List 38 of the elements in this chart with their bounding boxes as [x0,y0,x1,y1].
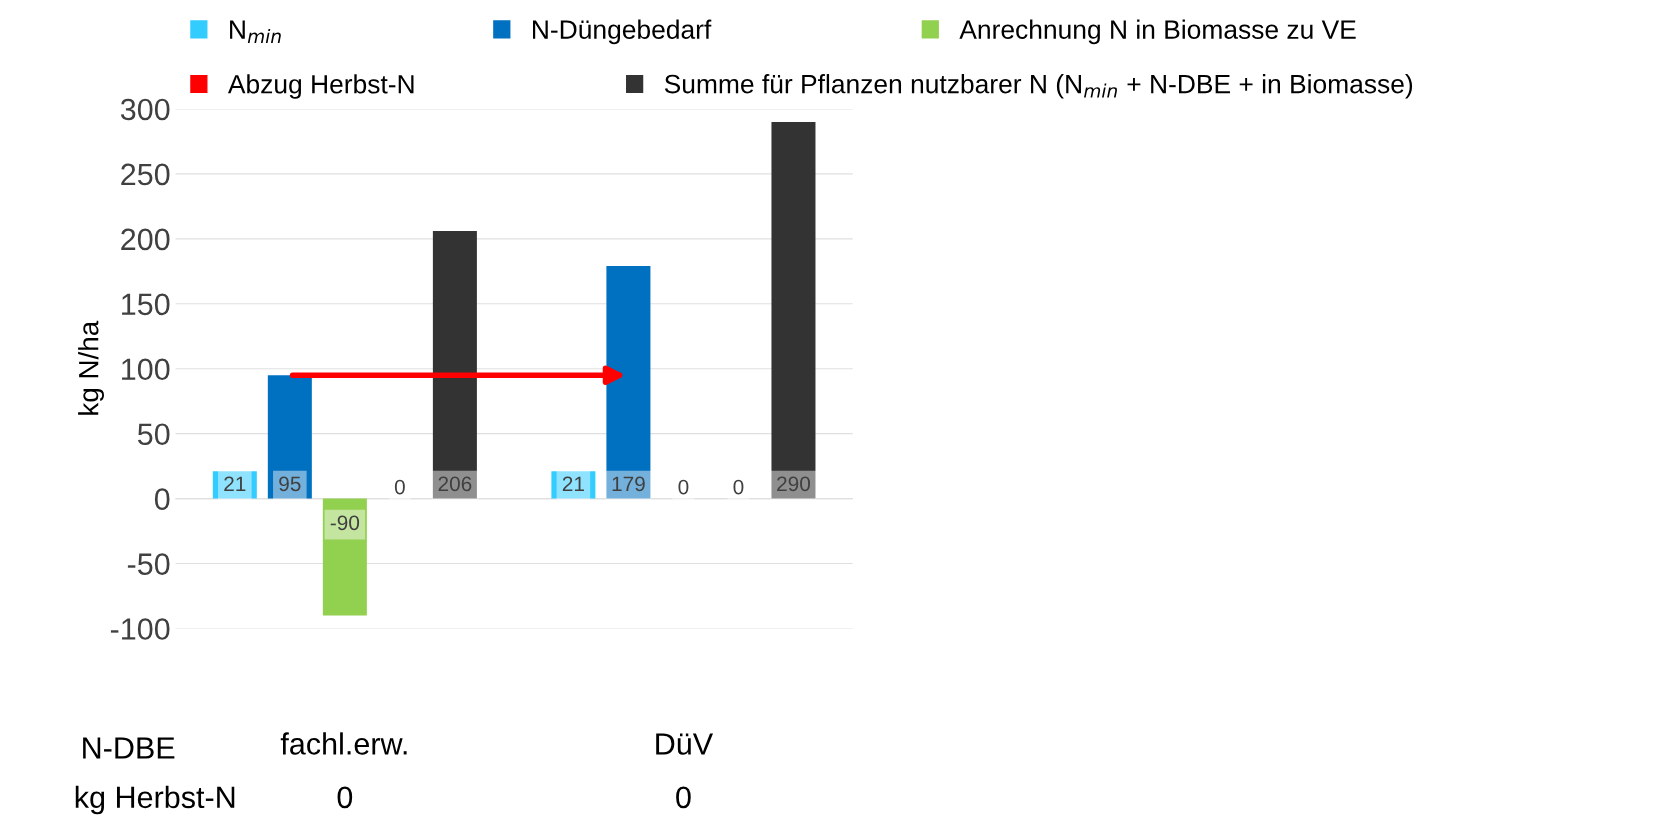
y-tick-label: -100 [110,618,170,640]
text: kg Herbst-N [75,785,235,815]
legend-label: Anrechnung N in Biomasse zu VE [959,19,1356,45]
y-tick-label: 250 [121,163,170,186]
x-tick-label: fachl.erw. [280,732,407,755]
y-tick-label: -50 [127,553,170,575]
y-tick-label: 300 [120,98,170,121]
y-tick-label: 100 [122,358,170,381]
y-tick-label: 200 [121,228,170,251]
legend-label: Abzug Herbst-N [227,74,414,99]
data-label: 0 [337,786,353,809]
data-label: -90 [330,515,360,531]
annotation: 0 [733,479,744,495]
y-tick-label: 0 [154,488,170,510]
data-label: 21 [562,476,584,492]
text: N-DBE [83,737,175,759]
y-axis-title: kg N/ha [78,320,104,415]
bar [212,471,257,499]
data-label: 179 [612,476,645,492]
data-label: 290 [777,476,811,492]
data-label: 0 [676,786,691,809]
bar [606,266,651,499]
data-label: 21 [224,476,246,492]
annotation: 0 [394,479,405,495]
bar [432,231,477,499]
bar [551,471,596,499]
y-tick-label: 50 [137,423,170,446]
bar [771,121,816,499]
legend-label: Summe für Pflanzen nutzbarer N (N$_{min}$ + N-DBE + in Biomasse) [664,74,1413,99]
bar [267,375,312,499]
legend-label: N$_{min}$ [230,20,281,43]
bar [322,498,367,616]
x-tick-label: DüV [656,733,714,755]
legend-label: N-Düngebedarf [533,19,712,45]
data-label: 95 [279,476,301,492]
y-tick-label: 150 [122,293,170,316]
data-label: 206 [438,476,472,492]
data-label: 0 [678,479,689,495]
